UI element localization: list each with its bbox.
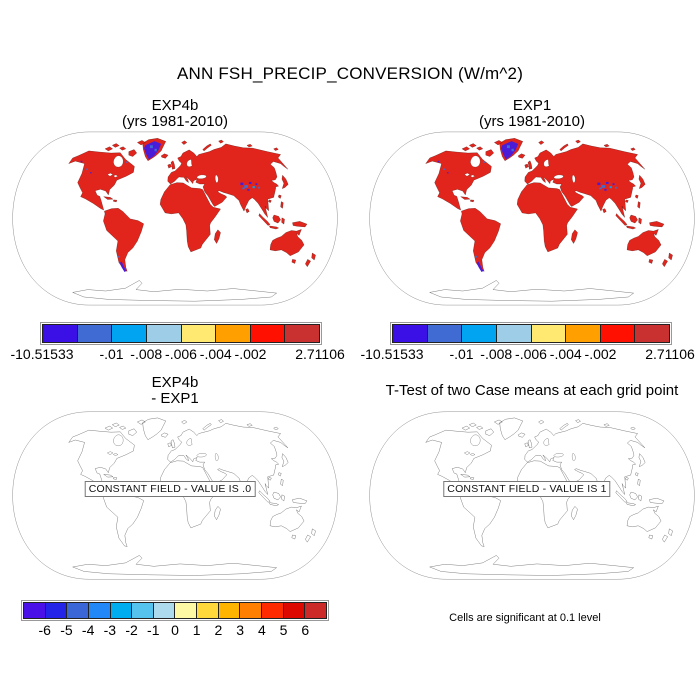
antarctica-outline [429, 280, 634, 302]
colorbar-tick-label: -.008 [480, 346, 513, 362]
colorbar-cell [67, 603, 89, 618]
colorbar-cell [240, 603, 263, 618]
colorbar-tick-label: 5 [279, 622, 288, 638]
antarctica-outline [72, 280, 277, 302]
constant-field-label-ttest: CONSTANT FIELD - VALUE IS 1 [443, 481, 611, 497]
colorbar-tick-label: -.01 [449, 346, 474, 362]
colorbar-cells [390, 322, 672, 345]
map-exp1 [369, 131, 695, 306]
colorbar-tick-label: -2 [125, 622, 138, 638]
colorbar-tick-label: -10.51533 [360, 346, 424, 362]
colorbar-cell [635, 325, 669, 342]
colorbar-cell [262, 603, 284, 618]
colorbar-tick-label: 2.71106 [295, 346, 345, 362]
panel-title-diff-line1: EXP4b [151, 374, 199, 391]
colorbar-exp4b: -10.51533 -.01 -.008 -.006 -.004 -.002 2.71106 [10, 322, 345, 362]
panel-title-ttest: T-Test of two Case means at each grid po… [385, 382, 679, 399]
colorbar-cell [45, 603, 68, 618]
colorbar-tick-label: -.004 [199, 346, 232, 362]
colorbar-exp1: -10.51533 -.01 -.008 -.006 -.004 -.002 2.71106 [360, 322, 695, 362]
lakes [107, 434, 219, 461]
colorbar-tick-label: -6 [38, 622, 51, 638]
colorbar-tick-label: 2.71106 [645, 346, 695, 362]
colorbar-labels: -6 -5 -4 -3 -2 -1 0 1 2 3 4 5 6 [23, 622, 327, 640]
continents [425, 138, 673, 272]
colorbar-tick-label: 2 [214, 622, 223, 638]
colorbar-cell [153, 603, 176, 618]
colorbar-cells [40, 322, 322, 345]
panel-subtitle-exp4b: (yrs 1981-2010) [122, 113, 228, 130]
colorbar-cell [88, 603, 111, 618]
colorbar-cell [181, 325, 217, 342]
colorbar-cell [462, 325, 497, 342]
colorbar-cell [218, 603, 241, 618]
colorbar-cell [531, 325, 567, 342]
colorbar-tick-label: -1 [147, 622, 160, 638]
colorbar-cell [197, 603, 219, 618]
colorbar-tick-label: -4 [81, 622, 95, 638]
colorbar-tick-label: -.002 [234, 346, 267, 362]
colorbar-cell [566, 325, 601, 342]
colorbar-tick-label: -.01 [99, 346, 124, 362]
colorbar-tick-label: -5 [60, 622, 73, 638]
colorbar-tick-label: 6 [301, 622, 310, 638]
colorbar-cell [216, 325, 251, 342]
colorbar-labels: -10.51533 -.01 -.008 -.006 -.004 -.002 2.71106 [360, 346, 694, 364]
colorbar-cell [250, 325, 286, 342]
colorbar-cell [600, 325, 636, 342]
colorbar-tick-label: 0 [171, 622, 179, 638]
colorbar-cells [21, 600, 329, 621]
constant-field-label-diff: CONSTANT FIELD - VALUE IS .0 [84, 481, 256, 497]
colorbar-cell [283, 603, 306, 618]
significance-caption: Cells are significant at 0.1 level [449, 612, 601, 624]
colorbar-tick-label: 3 [236, 622, 245, 638]
map-frame [12, 131, 338, 306]
colorbar-cell [77, 325, 113, 342]
panel-title-exp1: EXP1 [512, 97, 552, 114]
main-title: ANN FSH_PRECIP_CONVERSION (W/m^2) [176, 64, 524, 83]
colorbar-tick-label: -3 [103, 622, 117, 638]
colorbar-cell [146, 325, 182, 342]
colorbar-labels: -10.51533 -.01 -.008 -.006 -.004 -.002 2.71106 [10, 346, 344, 364]
colorbar-cell [112, 325, 147, 342]
colorbar-cell [132, 603, 154, 618]
colorbar-cell [43, 325, 78, 342]
lakes [464, 434, 576, 461]
panel-title-exp4b: EXP4b [151, 97, 199, 114]
colorbar-tick-label: -.006 [515, 346, 547, 362]
colorbar-tick-label: -.006 [165, 346, 197, 362]
panel-title-diff-line2: - EXP1 [151, 390, 199, 407]
antarctica-outline [429, 555, 634, 576]
map-exp4b [12, 131, 338, 306]
colorbar-tick-label: 1 [192, 622, 201, 638]
colorbar-cell [496, 325, 532, 342]
colorbar-cell [285, 325, 319, 342]
colorbar-cell [175, 603, 198, 618]
colorbar-cell [393, 325, 428, 342]
colorbar-tick-label: 4 [257, 622, 266, 638]
colorbar-tick-label: -.004 [549, 346, 582, 362]
colorbar-diff: -6 -5 -4 -3 -2 -1 0 1 2 3 4 5 6 [21, 600, 329, 638]
map-frame [369, 131, 695, 306]
colorbar-tick-label: -10.51533 [10, 346, 74, 362]
panel-subtitle-exp1: (yrs 1981-2010) [479, 113, 585, 130]
antarctica-outline [72, 555, 277, 576]
colorbar-cell [305, 603, 326, 618]
continents [68, 138, 316, 272]
colorbar-tick-label: -.002 [584, 346, 617, 362]
colorbar-cell [110, 603, 133, 618]
colorbar-cell [24, 603, 46, 618]
colorbar-tick-label: -.008 [130, 346, 163, 362]
colorbar-cell [427, 325, 463, 342]
